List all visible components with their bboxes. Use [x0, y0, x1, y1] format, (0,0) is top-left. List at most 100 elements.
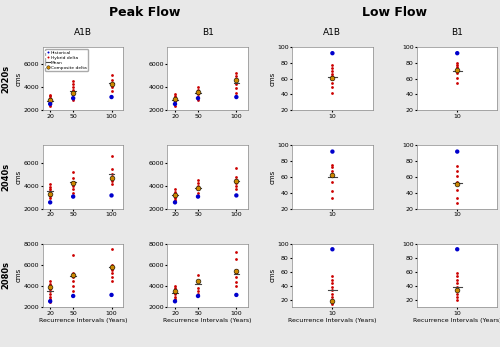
Point [171, 285, 179, 291]
Text: B1: B1 [202, 28, 213, 37]
Point [194, 278, 202, 283]
Point [232, 86, 240, 91]
Point [232, 292, 240, 298]
Point [46, 97, 54, 103]
Point [453, 277, 461, 282]
Point [194, 87, 202, 93]
Point [171, 291, 179, 297]
Y-axis label: cms: cms [16, 71, 22, 86]
Point [46, 191, 54, 196]
Point [108, 246, 116, 252]
Point [69, 175, 77, 180]
Point [69, 81, 77, 86]
Point [69, 90, 77, 96]
Point [194, 84, 202, 90]
Point [108, 94, 116, 100]
Point [328, 246, 336, 252]
Point [69, 253, 77, 258]
Point [108, 193, 116, 198]
Point [108, 167, 116, 172]
Point [46, 186, 54, 192]
Point [328, 273, 336, 279]
Y-axis label: cms: cms [16, 268, 22, 282]
Point [328, 76, 336, 81]
Point [328, 188, 336, 194]
Point [453, 62, 461, 68]
Y-axis label: cms: cms [16, 170, 22, 184]
Point [453, 294, 461, 299]
Text: A1B: A1B [74, 28, 92, 37]
Point [171, 287, 179, 293]
Point [46, 294, 54, 299]
Point [328, 162, 336, 168]
Point [171, 98, 179, 103]
Point [453, 284, 461, 289]
Point [194, 194, 202, 200]
Point [69, 293, 77, 299]
Point [453, 181, 461, 187]
Point [171, 96, 179, 102]
Point [232, 178, 240, 184]
Point [328, 75, 336, 81]
Point [46, 288, 54, 294]
Point [171, 200, 179, 205]
Point [328, 297, 336, 303]
Point [232, 249, 240, 255]
Y-axis label: cms: cms [270, 268, 276, 282]
Point [46, 96, 54, 102]
Point [194, 91, 202, 96]
Point [46, 184, 54, 189]
Point [232, 275, 240, 280]
Point [194, 89, 202, 95]
Point [46, 286, 54, 292]
Point [108, 264, 116, 270]
X-axis label: Recurrence Intervals (Years): Recurrence Intervals (Years) [288, 318, 376, 323]
Point [453, 149, 461, 154]
Point [69, 275, 77, 280]
Point [46, 103, 54, 109]
X-axis label: Recurrence Intervals (Years): Recurrence Intervals (Years) [164, 318, 252, 323]
Point [453, 270, 461, 275]
Point [171, 91, 179, 96]
Point [108, 278, 116, 283]
Point [69, 283, 77, 289]
Point [453, 65, 461, 70]
Point [232, 193, 240, 198]
Point [328, 168, 336, 174]
Point [69, 87, 77, 92]
Text: Low Flow: Low Flow [362, 6, 428, 19]
Point [232, 76, 240, 82]
Point [328, 298, 336, 304]
Point [69, 169, 77, 175]
Point [328, 62, 336, 68]
Point [108, 292, 116, 298]
Point [69, 273, 77, 278]
Point [69, 89, 77, 95]
Point [232, 283, 240, 289]
Point [453, 70, 461, 76]
Point [453, 169, 461, 174]
Point [232, 90, 240, 96]
Point [328, 149, 336, 154]
Point [69, 95, 77, 101]
Point [453, 273, 461, 279]
Point [46, 284, 54, 290]
Point [328, 179, 336, 185]
Point [453, 67, 461, 73]
Point [328, 165, 336, 170]
Text: 2040s: 2040s [2, 163, 11, 191]
Point [453, 50, 461, 56]
Point [232, 267, 240, 273]
Point [194, 177, 202, 183]
Point [46, 98, 54, 103]
Point [46, 101, 54, 107]
Point [171, 283, 179, 289]
Point [108, 267, 116, 273]
Point [453, 67, 461, 73]
Point [171, 186, 179, 191]
Point [171, 189, 179, 195]
Point [328, 301, 336, 306]
Point [453, 200, 461, 206]
Point [453, 179, 461, 185]
Text: 2020s: 2020s [2, 65, 11, 93]
